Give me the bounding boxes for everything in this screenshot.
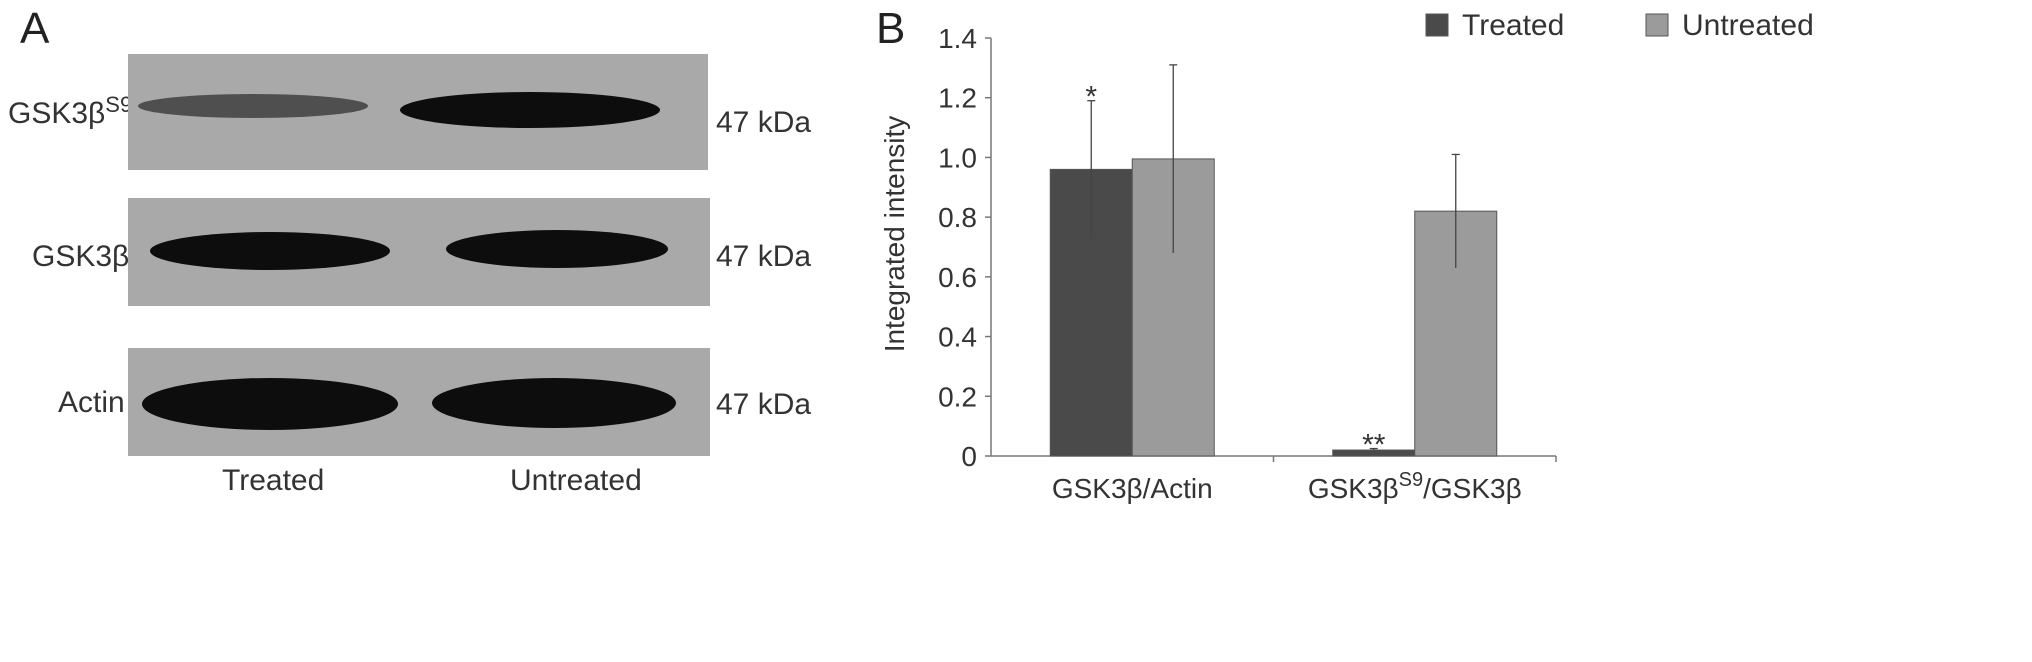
lane-label-treated: Treated — [222, 464, 325, 497]
y-tick-label: 1.4 — [938, 23, 977, 54]
lane-label-untreated: Untreated — [510, 464, 642, 497]
blot-row-label-text: GSK3β — [32, 240, 130, 273]
y-tick-label: 0.2 — [938, 381, 977, 412]
blot-row-label-actin: Actin — [58, 386, 125, 420]
kda-label: 47 kDa — [716, 240, 812, 273]
x-tick-label: GSK3β/Actin — [1052, 473, 1213, 504]
y-tick-label: 1.0 — [938, 142, 977, 173]
y-axis-label: Integrated intensity — [879, 116, 910, 353]
band-untreated-gsk3b — [446, 230, 668, 268]
legend-label: Untreated — [1682, 9, 1814, 42]
blot-row-label-text: GSK3β — [8, 97, 106, 130]
band-treated-actin — [142, 378, 398, 430]
legend-label: Treated — [1462, 9, 1564, 42]
band-treated-gsk3b-s9 — [138, 94, 368, 118]
blot-gsk3b — [128, 198, 710, 306]
y-tick-label: 0.6 — [938, 262, 977, 293]
significance-marker: ** — [1362, 429, 1386, 462]
x-tick-label: GSK3βS9/GSK3β — [1308, 469, 1522, 504]
y-tick-label: 0.4 — [938, 322, 977, 353]
panel-b-letter: B — [876, 4, 906, 53]
panel-a-letter: A — [20, 4, 50, 53]
y-tick-label: 0 — [961, 441, 977, 472]
blot-row-label-gsk3b-s9: GSK3βS9 — [8, 92, 132, 131]
band-treated-gsk3b — [150, 232, 390, 270]
legend-swatch — [1645, 13, 1669, 37]
kda-label: 47 kDa — [716, 388, 812, 421]
blot-row-label-text: Actin — [58, 386, 125, 419]
blot-gsk3b-s9 — [128, 54, 708, 170]
blot-row-label-sup: S9 — [105, 92, 133, 117]
y-tick-label: 1.2 — [938, 83, 977, 114]
significance-marker: * — [1085, 81, 1097, 114]
band-untreated-actin — [432, 378, 676, 428]
band-untreated-gsk3b-s9 — [400, 92, 660, 128]
blot-row-label-gsk3b: GSK3β — [32, 240, 129, 274]
blot-actin — [128, 348, 710, 456]
y-tick-label: 0.8 — [938, 202, 977, 233]
legend-swatch — [1425, 13, 1449, 37]
kda-label: 47 kDa — [716, 106, 812, 139]
